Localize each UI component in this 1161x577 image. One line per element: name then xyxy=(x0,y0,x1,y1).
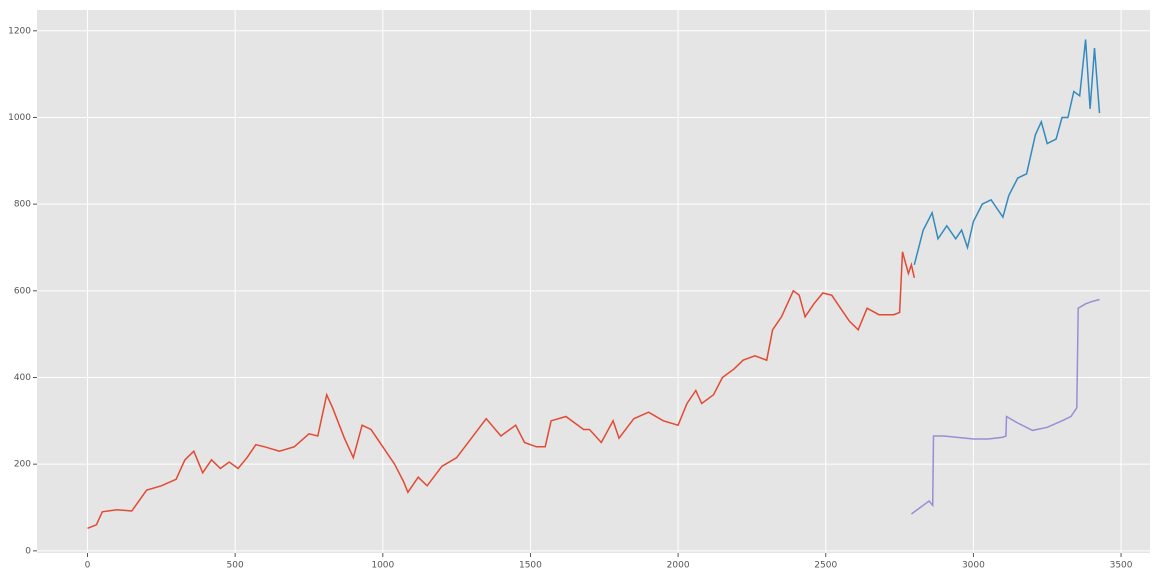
x-tick-label: 2500 xyxy=(814,561,837,571)
y-tick-label: 800 xyxy=(14,200,31,210)
x-tick-label: 1500 xyxy=(519,561,542,571)
y-tick-label: 0 xyxy=(25,546,31,556)
line-series xyxy=(913,39,1101,265)
y-tick-label: 1000 xyxy=(8,113,31,123)
line-series xyxy=(910,298,1100,515)
x-tick-label: 3000 xyxy=(962,561,985,571)
x-tick-label: 500 xyxy=(227,561,244,571)
y-tick-label: 600 xyxy=(14,286,31,296)
x-tick-label: 1000 xyxy=(371,561,394,571)
y-tick-label: 400 xyxy=(14,373,31,383)
plot-area xyxy=(37,10,1150,553)
x-tick-label: 0 xyxy=(85,561,91,571)
x-tick-label: 2000 xyxy=(667,561,690,571)
x-tick-label: 3500 xyxy=(1110,561,1133,571)
y-tick-label: 200 xyxy=(14,460,31,470)
line-series xyxy=(87,251,916,529)
y-tick-label: 1200 xyxy=(8,26,31,36)
